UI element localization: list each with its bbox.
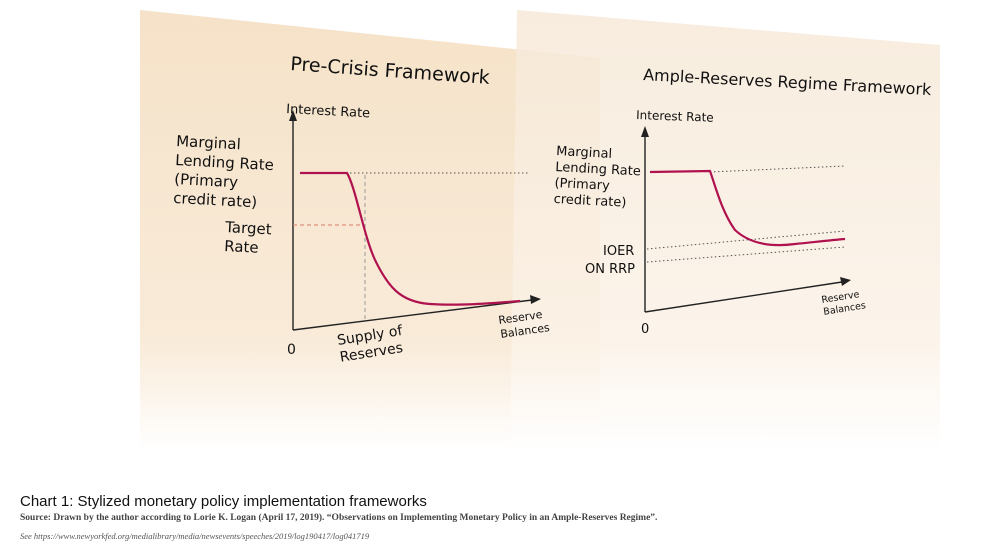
left-marginal-label: Marginal Lending Rate (Primary credit ra… [173, 132, 280, 212]
right-onrrp-dotted [646, 246, 846, 263]
left-demand-curve [300, 171, 521, 306]
right-x-arrow [840, 277, 851, 286]
right-ylabel: Interest Rate [636, 108, 714, 125]
caption-source: Source: Drawn by the author according to… [20, 513, 658, 523]
left-ylabel: Interest Rate [286, 102, 371, 121]
right-onrrp-label: ON RRP [585, 262, 635, 277]
left-x-axis [292, 299, 533, 331]
left-panel [140, 10, 600, 452]
left-origin: 0 [287, 342, 296, 358]
right-ioer-label: IOER [603, 244, 634, 259]
diagram-figure: Pre-Crisis Framework Interest Rate Margi… [140, 10, 940, 452]
right-marginal-label: Marginal Lending Rate (Primary credit ra… [553, 144, 646, 212]
left-y-arrow [289, 110, 297, 121]
left-target-label: Target Rate [223, 218, 277, 258]
caption-title: Chart 1: Stylized monetary policy implem… [20, 493, 427, 510]
right-x-axis [644, 281, 843, 313]
right-ioer-dotted [646, 230, 846, 250]
left-x-arrow [530, 295, 541, 304]
right-panel [510, 10, 940, 452]
right-demand-curve [649, 169, 846, 247]
caption-see-link: See https://www.newyorkfed.org/medialibr… [20, 531, 370, 541]
right-y-arrow [641, 126, 649, 137]
right-marginal-dotted [709, 165, 846, 173]
right-origin: 0 [641, 322, 649, 337]
